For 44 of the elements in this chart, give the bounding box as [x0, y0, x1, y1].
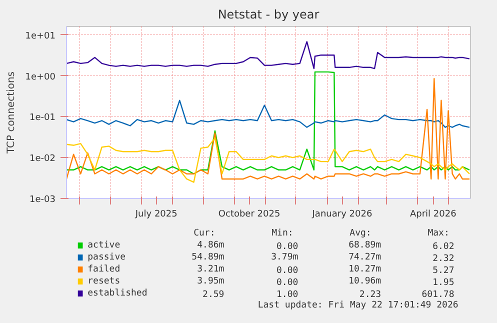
text: 2.23 — [359, 290, 382, 300]
y-tick-label: 1e-01 — [30, 113, 56, 124]
text: 68.89m — [348, 240, 382, 250]
y-tick-label: 1e-03 — [30, 195, 56, 205]
text: Avg: — [350, 228, 372, 238]
x-tick-label: July 2025 — [134, 210, 178, 220]
text: 54.89m — [192, 252, 224, 262]
line-series — [66, 137, 470, 183]
legend-label: failed — [88, 264, 120, 274]
text: 0.00 — [276, 266, 298, 276]
x-tick-label: January 2026 — [311, 210, 372, 220]
chart-title: Netstat - by year — [218, 8, 320, 22]
text: 10.27m — [348, 264, 382, 274]
text: 6.02 — [432, 242, 454, 252]
x-tick-label: April 2026 — [410, 210, 457, 220]
legend-label: resets — [88, 276, 120, 286]
y-tick-label: 1e-02 — [30, 154, 56, 164]
y-tick-label: 1e+01 — [25, 31, 56, 42]
text: Min: — [272, 228, 294, 238]
text: 3.79m — [271, 252, 298, 262]
text: 10.96m — [348, 276, 382, 286]
text: 0.00 — [276, 242, 298, 252]
text: 74.27m — [348, 252, 382, 262]
text: 2.32 — [432, 254, 454, 264]
text: 2.59 — [202, 290, 224, 300]
text: Max: — [428, 228, 450, 238]
legend-label: passive — [88, 252, 126, 262]
x-tick-label: October 2025 — [218, 210, 280, 220]
text: Last update: Fri May 22 17:01:49 2026 — [258, 300, 458, 310]
text: 3.21m — [197, 264, 224, 274]
text: 5.27 — [432, 266, 454, 276]
line-series — [66, 41, 470, 70]
y-tick-label: 1e+00 — [25, 72, 56, 82]
text: 1.00 — [276, 290, 298, 300]
y-axis-title: TCP connections — [6, 71, 18, 155]
legend-label: established — [88, 288, 148, 298]
text: 1.95 — [432, 278, 454, 288]
text: 601.78 — [422, 290, 454, 300]
legend-label: active — [88, 240, 120, 250]
text: Cur: — [194, 228, 216, 238]
text: 0.00 — [276, 278, 298, 288]
text: 4.86m — [197, 240, 224, 250]
text: 3.95m — [197, 276, 224, 286]
line-series — [66, 100, 470, 128]
